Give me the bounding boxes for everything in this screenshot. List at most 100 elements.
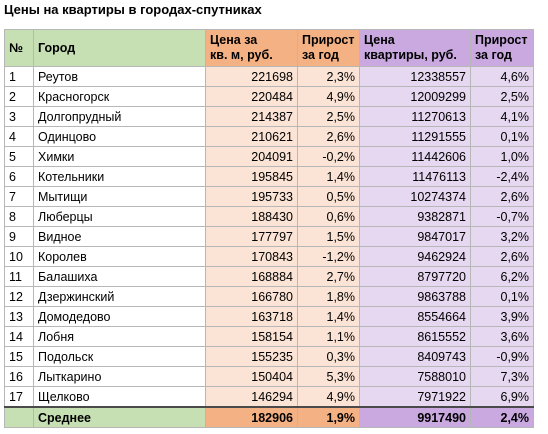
header-city[interactable]: Город	[33, 29, 206, 67]
cell-city[interactable]: Мытищи	[33, 186, 206, 207]
cell-price-sqm[interactable]: 220484	[205, 86, 298, 107]
cell-growth-apt[interactable]: 4,6%	[470, 66, 534, 87]
cell-growth-apt[interactable]: -0,9%	[470, 346, 534, 367]
cell-growth-sqm[interactable]: 0,5%	[297, 186, 360, 207]
cell-num[interactable]: 11	[4, 266, 34, 287]
cell-city[interactable]: Лобня	[33, 326, 206, 347]
cell-num[interactable]: 9	[4, 226, 34, 247]
cell-price-sqm[interactable]: 204091	[205, 146, 298, 167]
cell-apt-price[interactable]: 11476113	[359, 166, 471, 187]
cell-city[interactable]: Химки	[33, 146, 206, 167]
cell-price-sqm[interactable]: 188430	[205, 206, 298, 227]
cell-num[interactable]: 5	[4, 146, 34, 167]
cell-growth-apt[interactable]: -0,7%	[470, 206, 534, 227]
cell-price-sqm[interactable]: 221698	[205, 66, 298, 87]
cell-growth-apt[interactable]: 3,9%	[470, 306, 534, 327]
cell-growth-sqm[interactable]: 0,6%	[297, 206, 360, 227]
cell-num[interactable]: 3	[4, 106, 34, 127]
average-label-cell[interactable]: Среднее	[33, 406, 206, 428]
cell-growth-sqm[interactable]: 1,1%	[297, 326, 360, 347]
cell-apt-price[interactable]: 7971922	[359, 386, 471, 408]
cell-growth-apt[interactable]: 6,9%	[470, 386, 534, 408]
cell-growth-sqm[interactable]: -0,2%	[297, 146, 360, 167]
cell-growth-sqm[interactable]: 1,8%	[297, 286, 360, 307]
cell-city[interactable]: Люберцы	[33, 206, 206, 227]
cell-num[interactable]: 17	[4, 386, 34, 408]
cell-growth-sqm[interactable]: 5,3%	[297, 366, 360, 387]
average-price-sqm-cell[interactable]: 182906	[205, 406, 298, 428]
cell-growth-apt[interactable]: 2,5%	[470, 86, 534, 107]
cell-growth-sqm[interactable]: 1,4%	[297, 166, 360, 187]
cell-apt-price[interactable]: 8554664	[359, 306, 471, 327]
cell-price-sqm[interactable]: 177797	[205, 226, 298, 247]
cell-growth-sqm[interactable]: 4,9%	[297, 86, 360, 107]
cell-growth-apt[interactable]: 6,2%	[470, 266, 534, 287]
cell-growth-apt[interactable]: 3,2%	[470, 226, 534, 247]
cell-price-sqm[interactable]: 170843	[205, 246, 298, 267]
cell-num[interactable]: 6	[4, 166, 34, 187]
cell-apt-price[interactable]: 9863788	[359, 286, 471, 307]
cell-price-sqm[interactable]: 163718	[205, 306, 298, 327]
average-apt-price-cell[interactable]: 9917490	[359, 406, 471, 428]
cell-growth-sqm[interactable]: 1,5%	[297, 226, 360, 247]
header-growth-apt[interactable]: Прирост за год	[470, 29, 534, 67]
cell-growth-apt[interactable]: 1,0%	[470, 146, 534, 167]
cell-price-sqm[interactable]: 195733	[205, 186, 298, 207]
cell-num[interactable]: 4	[4, 126, 34, 147]
cell-apt-price[interactable]: 12009299	[359, 86, 471, 107]
cell-price-sqm[interactable]: 210621	[205, 126, 298, 147]
cell-city[interactable]: Дзержинский	[33, 286, 206, 307]
cell-city[interactable]: Щелково	[33, 386, 206, 408]
cell-num[interactable]: 8	[4, 206, 34, 227]
cell-num[interactable]: 2	[4, 86, 34, 107]
cell-apt-price[interactable]: 12338557	[359, 66, 471, 87]
cell-price-sqm[interactable]: 146294	[205, 386, 298, 408]
cell-growth-apt[interactable]: 0,1%	[470, 126, 534, 147]
header-num[interactable]: №	[4, 29, 34, 67]
cell-num[interactable]: 14	[4, 326, 34, 347]
average-growth-apt-cell[interactable]: 2,4%	[470, 406, 534, 428]
cell-price-sqm[interactable]: 214387	[205, 106, 298, 127]
cell-apt-price[interactable]: 9847017	[359, 226, 471, 247]
cell-growth-apt[interactable]: 3,6%	[470, 326, 534, 347]
cell-apt-price[interactable]: 9462924	[359, 246, 471, 267]
cell-city[interactable]: Королев	[33, 246, 206, 267]
cell-growth-apt[interactable]: 4,1%	[470, 106, 534, 127]
cell-price-sqm[interactable]: 168884	[205, 266, 298, 287]
cell-num[interactable]: 7	[4, 186, 34, 207]
cell-growth-sqm[interactable]: 0,3%	[297, 346, 360, 367]
cell-city[interactable]: Котельники	[33, 166, 206, 187]
cell-num[interactable]: 15	[4, 346, 34, 367]
cell-city[interactable]: Долгопрудный	[33, 106, 206, 127]
cell-apt-price[interactable]: 9382871	[359, 206, 471, 227]
cell-num[interactable]: 12	[4, 286, 34, 307]
cell-growth-sqm[interactable]: 2,5%	[297, 106, 360, 127]
cell-apt-price[interactable]: 8615552	[359, 326, 471, 347]
cell-growth-apt[interactable]: 2,6%	[470, 186, 534, 207]
cell-apt-price[interactable]: 7588010	[359, 366, 471, 387]
cell-num[interactable]: 16	[4, 366, 34, 387]
cell-growth-sqm[interactable]: -1,2%	[297, 246, 360, 267]
cell-growth-sqm[interactable]: 4,9%	[297, 386, 360, 408]
cell-num[interactable]: 10	[4, 246, 34, 267]
average-num-cell[interactable]	[4, 406, 34, 428]
cell-city[interactable]: Домодедово	[33, 306, 206, 327]
cell-apt-price[interactable]: 11442606	[359, 146, 471, 167]
header-growth-sqm[interactable]: Прирост за год	[297, 29, 360, 67]
cell-num[interactable]: 1	[4, 66, 34, 87]
cell-apt-price[interactable]: 8409743	[359, 346, 471, 367]
cell-growth-apt[interactable]: 0,1%	[470, 286, 534, 307]
cell-price-sqm[interactable]: 150404	[205, 366, 298, 387]
cell-growth-sqm[interactable]: 2,6%	[297, 126, 360, 147]
cell-apt-price[interactable]: 8797720	[359, 266, 471, 287]
cell-price-sqm[interactable]: 158154	[205, 326, 298, 347]
cell-price-sqm[interactable]: 155235	[205, 346, 298, 367]
cell-city[interactable]: Красногорск	[33, 86, 206, 107]
cell-city[interactable]: Видное	[33, 226, 206, 247]
cell-city[interactable]: Одинцово	[33, 126, 206, 147]
cell-price-sqm[interactable]: 166780	[205, 286, 298, 307]
cell-city[interactable]: Реутов	[33, 66, 206, 87]
cell-apt-price[interactable]: 10274374	[359, 186, 471, 207]
cell-city[interactable]: Лыткарино	[33, 366, 206, 387]
cell-growth-apt[interactable]: 7,3%	[470, 366, 534, 387]
